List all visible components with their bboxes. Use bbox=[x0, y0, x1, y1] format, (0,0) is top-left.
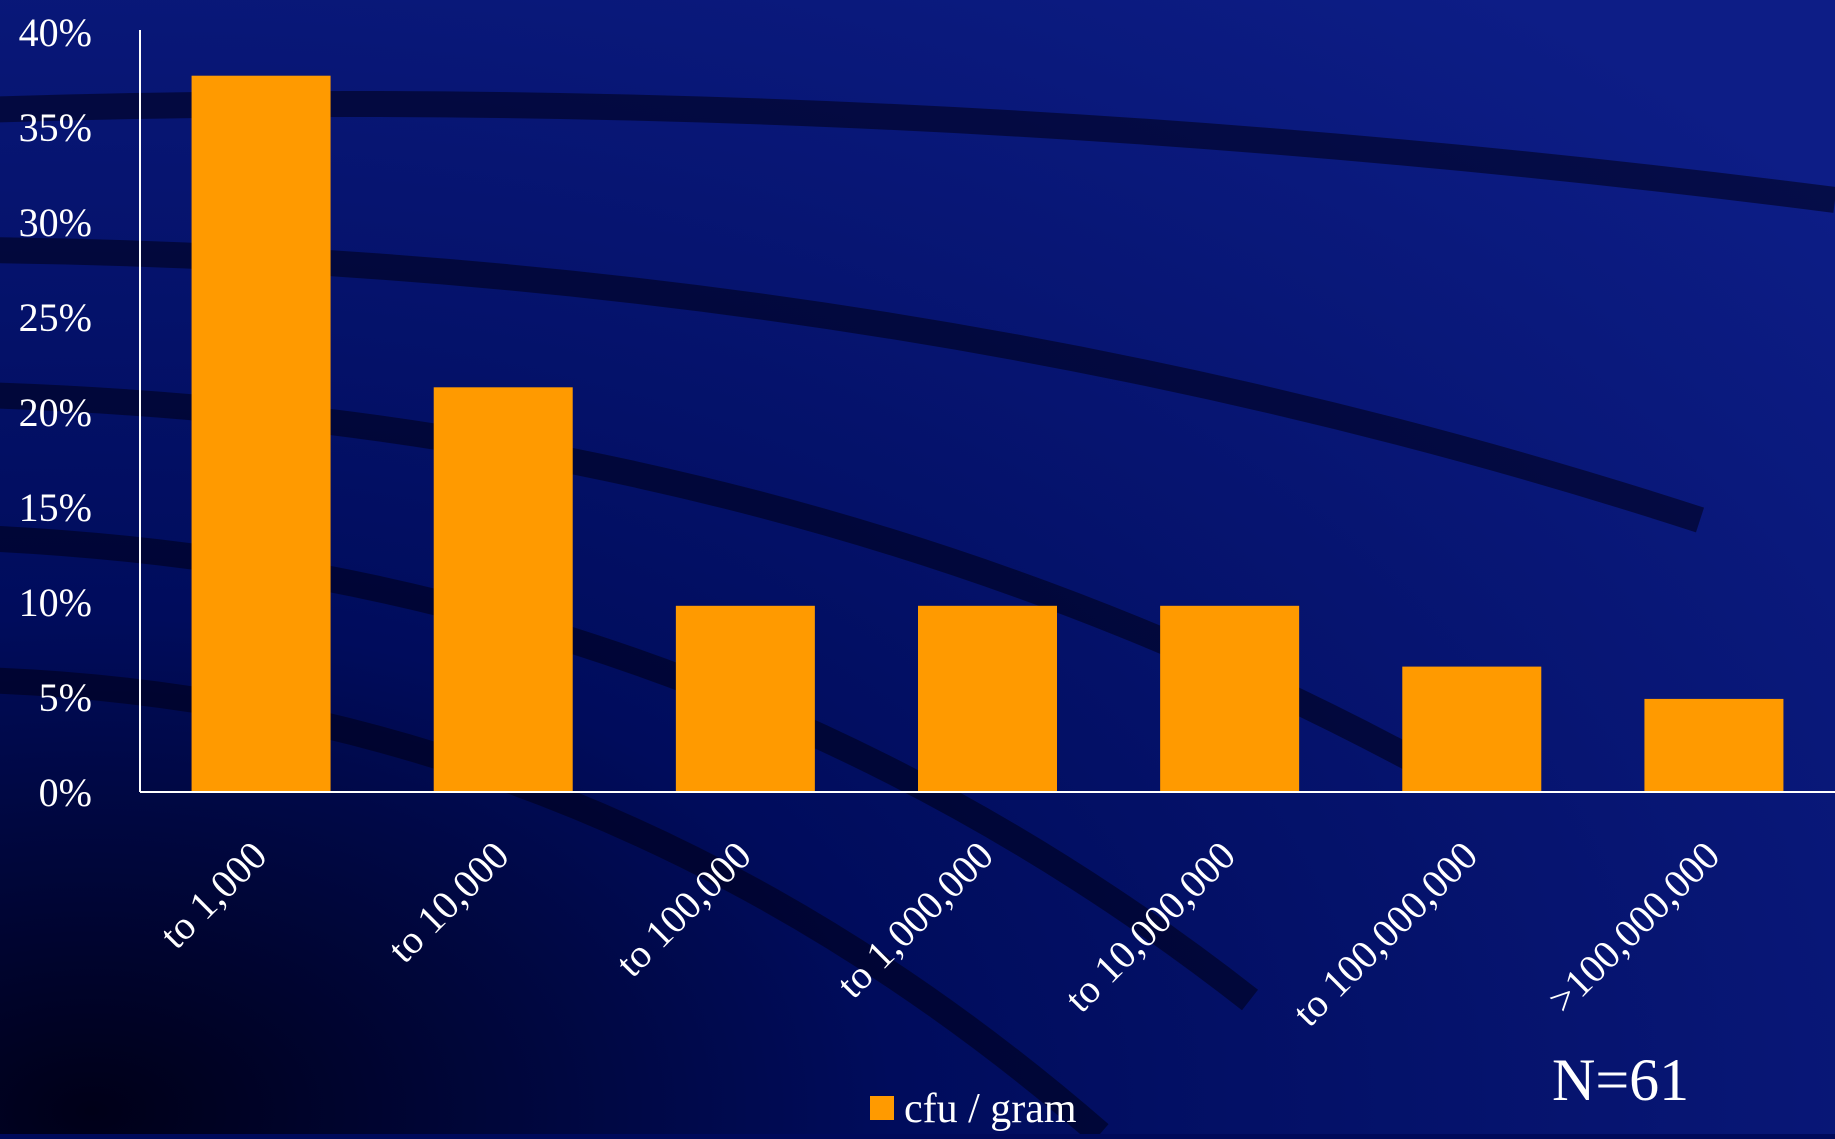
bar bbox=[675, 605, 815, 792]
y-tick-label: 15% bbox=[19, 485, 92, 530]
bar bbox=[1402, 666, 1542, 792]
y-tick-label: 35% bbox=[19, 105, 92, 150]
y-tick-label: 10% bbox=[19, 580, 92, 625]
legend-label: cfu / gram bbox=[904, 1086, 1077, 1132]
bar bbox=[191, 75, 331, 792]
y-tick-label: 25% bbox=[19, 295, 92, 340]
y-tick-label: 0% bbox=[39, 770, 92, 815]
bar bbox=[918, 605, 1057, 792]
background-arc bbox=[0, 526, 1259, 1011]
bar bbox=[433, 387, 573, 792]
y-tick-label: 5% bbox=[39, 675, 92, 720]
y-tick-label: 40% bbox=[19, 10, 92, 55]
bar bbox=[1160, 605, 1300, 792]
bars bbox=[191, 75, 1784, 792]
background-arc bbox=[0, 667, 1109, 1139]
sample-size-annotation: N=61 bbox=[1552, 1047, 1689, 1113]
legend: cfu / gram bbox=[870, 1086, 1077, 1132]
legend-swatch bbox=[870, 1096, 894, 1120]
y-axis-ticks: 0% 5% 10% 15% 20% 25% 30% 35% 40% bbox=[19, 10, 92, 815]
bar bbox=[1644, 698, 1784, 792]
y-tick-label: 30% bbox=[19, 200, 92, 245]
y-tick-label: 20% bbox=[19, 390, 92, 435]
